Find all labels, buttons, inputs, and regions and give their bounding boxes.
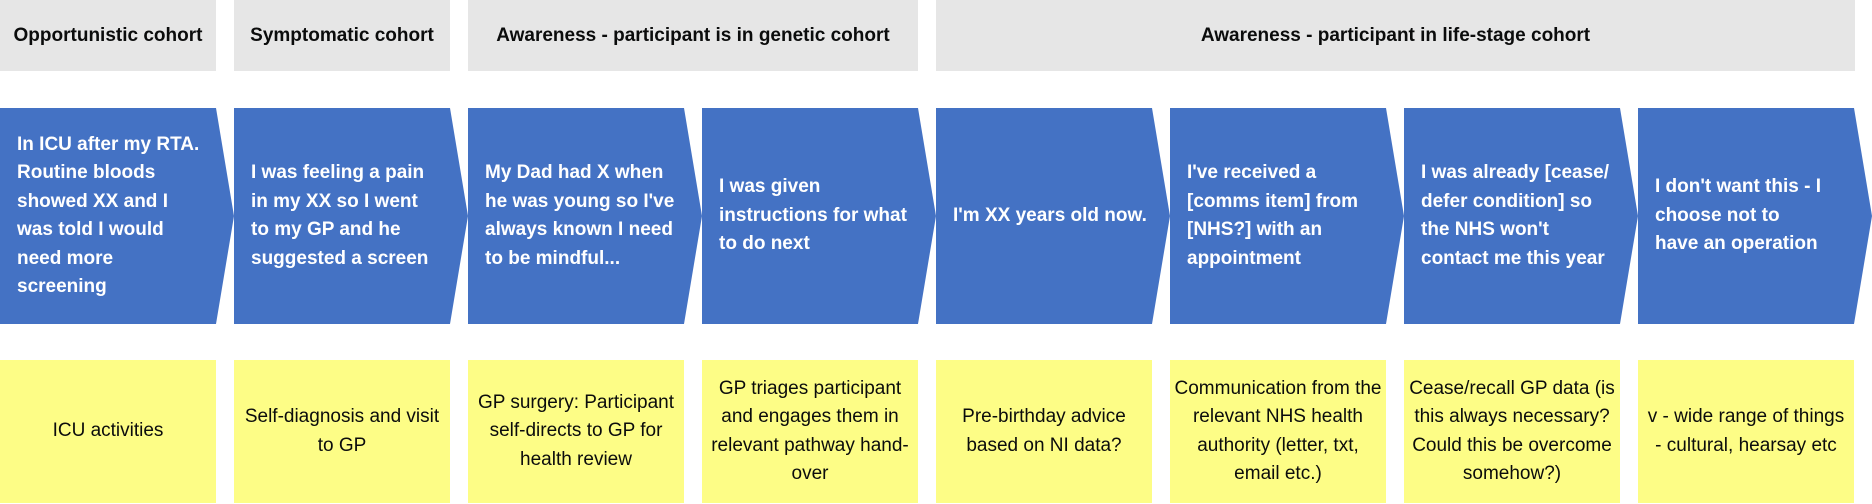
journey-steps: In ICU after my RTA. Routine bloods show… <box>0 108 1872 324</box>
step-chevron: I was feeling a pain in my XX so I went … <box>234 108 468 324</box>
sticky-note: GP triages participant and engages them … <box>702 360 918 503</box>
header-opportunistic-cohort: Opportunistic cohort <box>0 0 216 71</box>
sticky-note: Communication from the relevant NHS heal… <box>1170 360 1386 503</box>
sticky-note: Cease/recall GP data (is this always nec… <box>1404 360 1620 503</box>
step-text: I was given instructions for what to do … <box>719 176 907 255</box>
note-text: ICU activities <box>52 420 164 442</box>
step-text: In ICU after my RTA. Routine bloods show… <box>17 133 200 298</box>
note-text: v - wide range of things - cultural, hea… <box>1647 406 1845 456</box>
step-text: I don't want this - I choose not to have… <box>1655 176 1821 255</box>
sticky-note: Pre-birthday advice based on NI data? <box>936 360 1152 503</box>
header-life-stage-cohort: Awareness - participant in life-stage co… <box>936 0 1855 71</box>
sticky-note: v - wide range of things - cultural, hea… <box>1638 360 1854 503</box>
step-chevron: I was given instructions for what to do … <box>702 108 936 324</box>
step-chevron: I don't want this - I choose not to have… <box>1638 108 1872 324</box>
step-text: I'm XX years old now. <box>953 204 1147 226</box>
header-symptomatic-cohort: Symptomatic cohort <box>234 0 450 71</box>
sticky-note: ICU activities <box>0 360 216 503</box>
note-text: GP triages participant and engages them … <box>711 377 909 485</box>
step-chevron: I've received a [comms item] from [NHS?]… <box>1170 108 1404 324</box>
note-text: Pre-birthday advice based on NI data? <box>962 406 1126 456</box>
step-chevron: In ICU after my RTA. Routine bloods show… <box>0 108 234 324</box>
step-chevron: I was already [cease/ defer condition] s… <box>1404 108 1638 324</box>
step-text: My Dad had X when he was young so I've a… <box>485 162 675 269</box>
step-chevron: I'm XX years old now. <box>936 108 1170 324</box>
step-text: I was already [cease/ defer condition] s… <box>1421 162 1610 269</box>
sticky-note: Self-diagnosis and visit to GP <box>234 360 450 503</box>
note-text: GP surgery: Participant self-directs to … <box>477 391 675 470</box>
sticky-note: GP surgery: Participant self-directs to … <box>468 360 684 503</box>
step-chevron: My Dad had X when he was young so I've a… <box>468 108 702 324</box>
note-text: Self-diagnosis and visit to GP <box>244 406 440 456</box>
step-text: I was feeling a pain in my XX so I went … <box>251 162 429 269</box>
note-text: Communication from the relevant NHS heal… <box>1174 377 1382 485</box>
note-text: Cease/recall GP data (is this always nec… <box>1409 377 1615 485</box>
step-text: I've received a [comms item] from [NHS?]… <box>1187 162 1359 269</box>
header-genetic-cohort: Awareness - participant is in genetic co… <box>468 0 918 71</box>
